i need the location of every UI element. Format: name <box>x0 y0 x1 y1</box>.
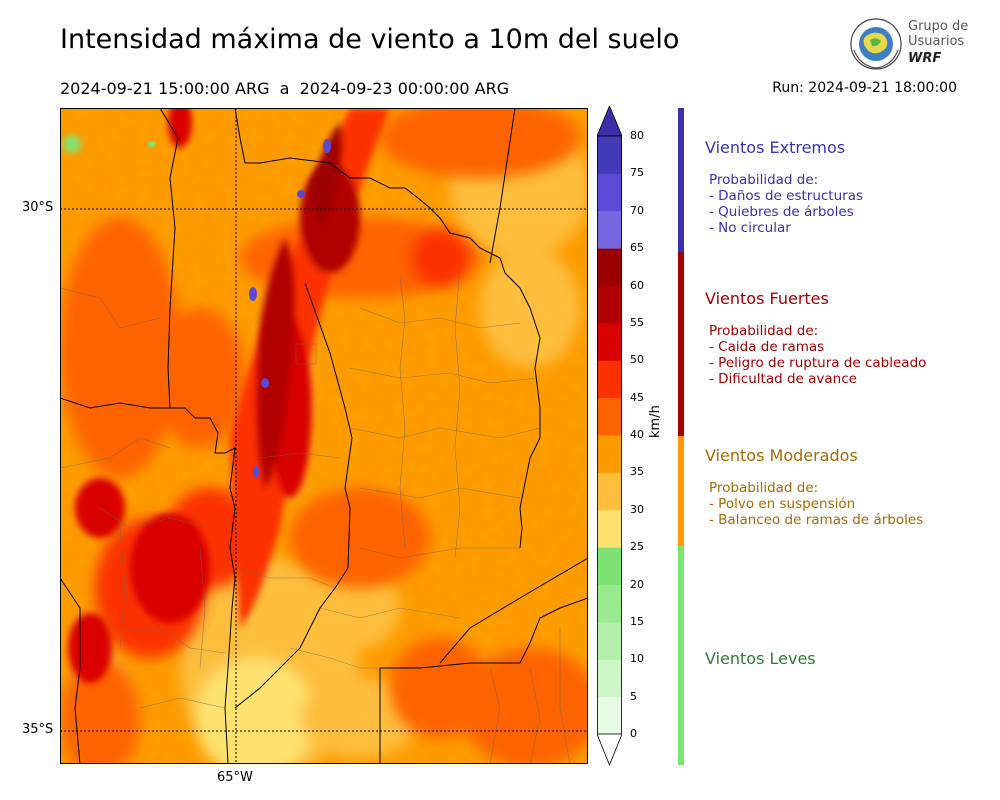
colorbar-bin <box>597 547 622 585</box>
wind-high-band <box>68 108 390 683</box>
logo-line1: Grupo de <box>908 19 969 34</box>
legend-bar-light <box>678 546 684 765</box>
colorbar-bin <box>597 173 622 212</box>
colorbar-extend-bottom <box>597 733 622 766</box>
logo-brand: WRF <box>908 51 942 66</box>
legend-bar-strong <box>678 252 684 436</box>
legend-bar-moderate <box>678 436 684 546</box>
department-borders <box>60 267 571 764</box>
legend-desc-strong: Probabilidad de: - Caida de ramas - Peligr… <box>709 323 927 387</box>
colorbar-bin <box>597 360 622 399</box>
colorbar-bin <box>597 397 622 436</box>
colorbar-tick-label: 15 <box>630 614 644 628</box>
colorbar-bin <box>597 285 622 324</box>
run-time: Run: 2024-09-21 18:00:00 <box>772 80 957 96</box>
colorbar-bin <box>597 248 622 286</box>
colorbar-extend-top <box>597 106 622 137</box>
legend-desc-moderate: Probabilidad de: - Polvo en suspensión - B… <box>709 480 924 528</box>
forecast-period: 2024-09-21 15:00:00 ARG a 2024-09-23 00:… <box>60 79 510 98</box>
lon-label-65w: 65°W <box>217 770 253 785</box>
colorbar-tick-label: 20 <box>630 577 644 591</box>
colorbar-unit: km/h <box>648 405 663 438</box>
legend-desc-extreme: Probabilidad de: - Daños de estructuras - … <box>709 172 864 236</box>
map-title: Intensidad máxima de viento a 10m del su… <box>60 24 680 55</box>
colorbar-tick-label: 80 <box>630 129 644 142</box>
lat-label-35s: 35°S <box>22 722 54 737</box>
colorbar-tick-label: 45 <box>630 390 644 404</box>
colorbar-bin <box>597 696 622 735</box>
legend-title-light: Vientos Leves <box>705 649 816 668</box>
colorbar-tick-label: 50 <box>630 353 644 367</box>
globe-icon <box>850 18 902 70</box>
colorbar-bin <box>597 509 622 548</box>
wind-extreme-core <box>63 123 342 488</box>
legend-title-moderate: Vientos Moderados <box>705 446 858 465</box>
colorbar <box>597 106 622 766</box>
province-borders <box>60 108 588 764</box>
colorbar-tick-label: 10 <box>630 652 644 666</box>
colorbar-tick-label: 65 <box>630 241 644 255</box>
colorbar-bin <box>597 322 622 361</box>
colorbar-bin <box>597 584 622 623</box>
legend-bar-extreme <box>678 108 684 252</box>
colorbar-tick-label: 35 <box>630 465 644 479</box>
logo-line2: Usuarios <box>908 34 965 49</box>
graticule <box>60 108 588 764</box>
colorbar-tick-label: 40 <box>630 428 644 441</box>
colorbar-tick-label: 70 <box>630 203 644 217</box>
colorbar-bin <box>597 435 622 473</box>
colorbar-bin <box>597 210 622 249</box>
colorbar-bin <box>597 472 622 511</box>
lat-label-30s: 30°S <box>22 200 54 215</box>
colorbar-bin <box>597 136 622 174</box>
colorbar-tick-label: 60 <box>630 278 644 292</box>
grupo-usuarios-wrf-logo: Grupo de Usuarios WRF <box>848 14 978 74</box>
colorbar-tick-label: 25 <box>630 540 644 554</box>
colorbar-tick-label: 5 <box>630 689 637 703</box>
wind-map <box>60 108 588 764</box>
colorbar-bin <box>597 659 622 698</box>
colorbar-tick-label: 75 <box>630 166 644 180</box>
colorbar-tick-label: 55 <box>630 315 644 329</box>
colorbar-tick-label: 0 <box>630 727 637 740</box>
legend-title-extreme: Vientos Extremos <box>705 138 846 157</box>
colorbar-bin <box>597 621 622 660</box>
legend-title-strong: Vientos Fuertes <box>705 289 829 308</box>
colorbar-tick-label: 30 <box>630 502 644 516</box>
wind-field <box>60 108 588 764</box>
